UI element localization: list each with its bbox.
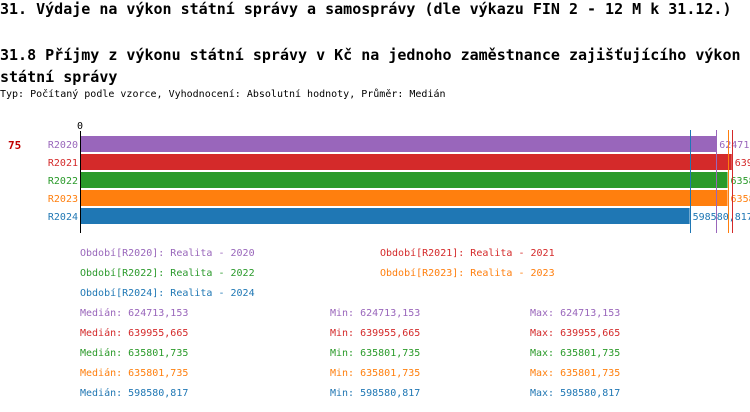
value-label: 635801,735 xyxy=(731,194,750,205)
bar xyxy=(81,136,717,152)
value-label: 639955,665 xyxy=(735,158,750,169)
stat-min: Min: 635801,735 xyxy=(330,348,421,359)
stat-min: Min: 635801,735 xyxy=(330,368,421,379)
stat-max: Max: 639955,665 xyxy=(530,328,621,339)
stat-max: Max: 635801,735 xyxy=(530,368,621,379)
category-label: R2023 xyxy=(48,194,78,205)
value-label: 598580,817 xyxy=(693,212,750,223)
legend-item: Období[R2021]: Realita - 2021 xyxy=(380,248,555,259)
bar xyxy=(81,208,690,224)
legend-item: Období[R2020]: Realita - 2020 xyxy=(80,248,255,259)
category-label: R2021 xyxy=(48,158,78,169)
legend-item: Období[R2024]: Realita - 2024 xyxy=(80,288,255,299)
stat-max: Max: 635801,735 xyxy=(530,348,621,359)
stat-median: Medián: 639955,665 xyxy=(80,328,189,339)
group-label: 75 xyxy=(8,139,21,152)
stat-min: Min: 598580,817 xyxy=(330,388,421,399)
category-label: R2020 xyxy=(48,140,78,151)
legend-item: Období[R2022]: Realita - 2022 xyxy=(80,268,255,279)
page-title: 31. Výdaje na výkon státní správy a samo… xyxy=(0,0,732,18)
stat-min: Min: 624713,153 xyxy=(330,308,421,319)
stat-median: Medián: 624713,153 xyxy=(80,308,189,319)
category-label: R2024 xyxy=(48,212,78,223)
stat-max: Max: 624713,153 xyxy=(530,308,621,319)
axis-zero-label: 0 xyxy=(77,121,83,132)
bar-chart: 0 75 R2020 624713,153 R2021 639955,665 R2022 63… xyxy=(8,121,750,233)
bar xyxy=(81,190,728,206)
stat-median: Medián: 598580,817 xyxy=(80,388,189,399)
bar xyxy=(81,172,728,188)
legend-item: Období[R2023]: Realita - 2023 xyxy=(380,268,555,279)
chart-subtitle: 31.8 Příjmy z výkonu státní správy v Kč … xyxy=(0,46,741,86)
bar xyxy=(81,154,732,170)
stat-max: Max: 598580,817 xyxy=(530,388,621,399)
value-label: 624713,153 xyxy=(719,140,750,151)
stat-median: Medián: 635801,735 xyxy=(80,368,189,379)
stat-median: Medián: 635801,735 xyxy=(80,348,189,359)
category-label: R2022 xyxy=(48,176,78,187)
stat-min: Min: 639955,665 xyxy=(330,328,421,339)
chart-type-line: Typ: Počítaný podle vzorce, Vyhodnocení:… xyxy=(0,89,446,100)
value-label: 635801,735 xyxy=(731,176,750,187)
